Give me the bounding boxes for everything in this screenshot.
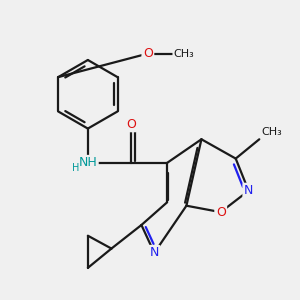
Text: O: O xyxy=(143,47,153,60)
Text: NH: NH xyxy=(79,156,97,170)
Text: CH₃: CH₃ xyxy=(174,49,194,58)
Text: CH₃: CH₃ xyxy=(261,127,282,137)
Text: H: H xyxy=(72,163,80,173)
Text: O: O xyxy=(216,206,226,219)
Text: N: N xyxy=(150,246,159,260)
Text: O: O xyxy=(126,118,136,131)
Text: N: N xyxy=(244,184,253,197)
